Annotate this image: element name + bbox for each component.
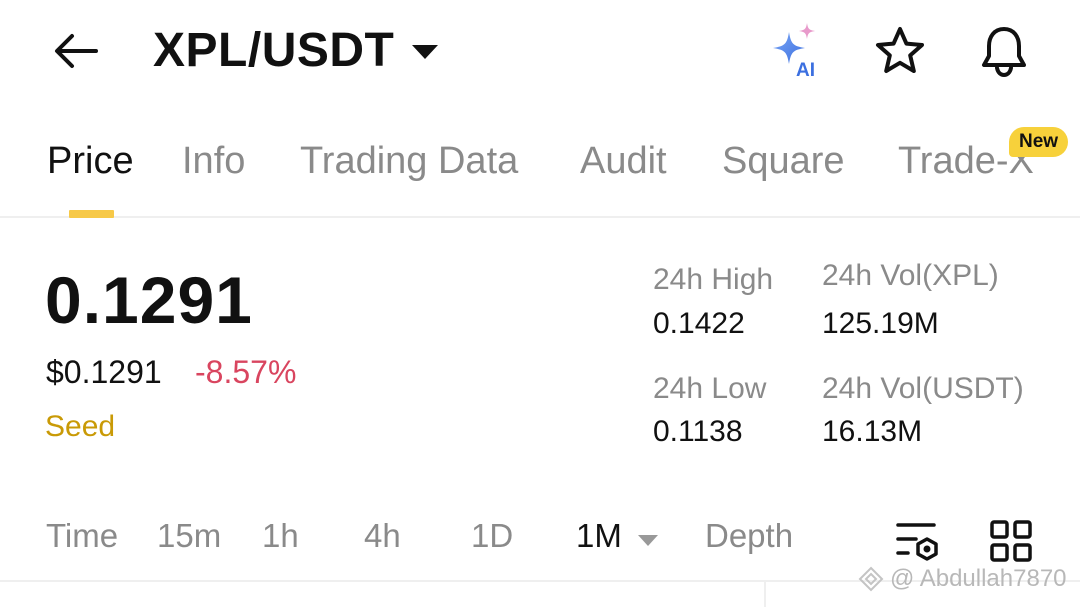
tab-price[interactable]: Price xyxy=(47,140,134,182)
vol-base-24h-label: 24h Vol(XPL) xyxy=(822,259,999,292)
usd-price: $0.1291 xyxy=(46,354,162,390)
interval-4h[interactable]: 4h xyxy=(364,517,401,554)
active-tab-indicator xyxy=(69,210,114,218)
interval-caret-down-icon[interactable] xyxy=(638,535,658,546)
tab-bar: Price Info Trading Data Audit Square Tra… xyxy=(0,120,1080,218)
seed-tag[interactable]: Seed xyxy=(45,410,116,443)
diamond-logo-icon xyxy=(858,566,884,592)
pair-selector[interactable]: XPL/USDT xyxy=(153,20,439,80)
price-change-percent: -8.57% xyxy=(195,354,297,390)
ai-label: AI xyxy=(796,60,815,81)
caret-down-icon xyxy=(412,45,439,59)
indicator-settings-icon xyxy=(896,523,938,561)
chart-vertical-gridline xyxy=(764,582,766,607)
alerts-button[interactable] xyxy=(973,20,1035,82)
low-24h-label: 24h Low xyxy=(653,372,767,405)
ai-sparkle-icon: AI xyxy=(773,23,815,81)
tab-audit[interactable]: Audit xyxy=(580,140,667,182)
tab-square[interactable]: Square xyxy=(722,140,845,182)
high-24h-label: 24h High xyxy=(653,263,774,296)
favorite-button[interactable] xyxy=(869,20,931,82)
tab-info[interactable]: Info xyxy=(182,140,246,182)
last-price: 0.1291 xyxy=(45,263,253,337)
interval-bar: Time 15m 1h 4h 1D 1M Depth xyxy=(0,505,1080,575)
tab-trading-data[interactable]: Trading Data xyxy=(300,140,519,182)
watermark-text: @ Abdullah7870 xyxy=(890,565,1067,592)
interval-1h[interactable]: 1h xyxy=(262,517,299,554)
indicator-settings-button[interactable] xyxy=(892,515,944,567)
interval-1m[interactable]: 1M xyxy=(576,517,622,554)
top-bar: XPL/USDT AI xyxy=(0,0,1080,105)
vol-base-24h-value: 125.19M xyxy=(822,307,939,340)
grid-icon xyxy=(990,520,1032,562)
interval-1d[interactable]: 1D xyxy=(471,517,514,554)
layout-grid-button[interactable] xyxy=(985,515,1037,567)
vol-quote-24h-value: 16.13M xyxy=(822,415,923,448)
low-24h-value: 0.1138 xyxy=(653,415,743,448)
pair-title: XPL/USDT xyxy=(153,23,395,77)
chart-top-divider xyxy=(0,580,1080,582)
vol-quote-24h-label: 24h Vol(USDT) xyxy=(822,372,1024,405)
watermark: @ Abdullah7870 xyxy=(858,565,1067,593)
ai-assistant-button[interactable]: AI xyxy=(763,20,825,82)
high-24h-value: 0.1422 xyxy=(653,307,745,340)
interval-15m[interactable]: 15m xyxy=(157,517,222,554)
arrow-left-icon xyxy=(55,34,98,68)
bell-icon xyxy=(982,27,1026,78)
interval-depth[interactable]: Depth xyxy=(705,517,794,554)
star-icon xyxy=(876,27,924,73)
new-badge: New xyxy=(1009,127,1069,157)
back-button[interactable] xyxy=(48,26,104,76)
interval-time[interactable]: Time xyxy=(46,517,119,554)
